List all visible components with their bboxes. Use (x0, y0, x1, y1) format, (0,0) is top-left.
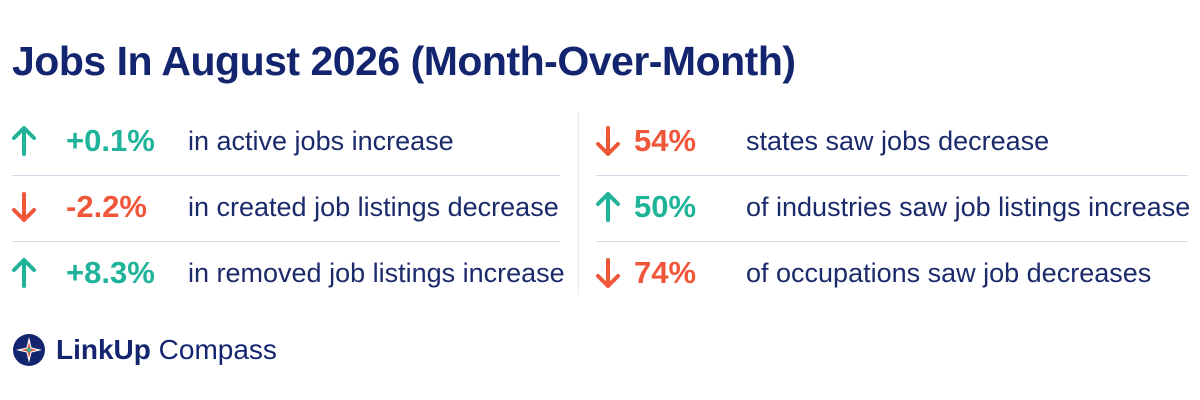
stat-row: -2.2% in created job listings decrease (12, 176, 560, 242)
stat-label: states saw jobs decrease (746, 126, 1050, 156)
stat-row: 74% of occupations saw job decreases (596, 242, 1188, 308)
brand-logo: LinkUp Compass (12, 330, 277, 370)
stat-row: 50% of industries saw job listings incre… (596, 176, 1191, 242)
column-divider (578, 112, 579, 294)
stat-value: 54% (634, 123, 697, 158)
right-stats-column: 54% states saw jobs decrease 50% of indu… (596, 110, 1191, 308)
arrow-up-icon (12, 258, 36, 288)
stat-row: +0.1% in active jobs increase (12, 110, 560, 176)
page-title: Jobs In August 2026 (Month-Over-Month) (12, 38, 796, 84)
stat-label: in created job listings decrease (188, 192, 559, 222)
arrow-down-icon (596, 258, 620, 288)
compass-icon (12, 333, 46, 367)
left-stats-column: +0.1% in active jobs increase -2.2% in c… (12, 110, 565, 308)
stat-value: +0.1% (66, 123, 155, 158)
stat-label: of occupations saw job decreases (746, 258, 1152, 288)
arrow-up-icon (12, 126, 36, 156)
stat-value: +8.3% (66, 255, 155, 290)
arrow-down-icon (596, 126, 620, 156)
arrow-up-icon (596, 192, 620, 222)
arrow-down-icon (12, 192, 36, 222)
brand-name-light: Compass (150, 334, 277, 365)
brand-name: LinkUp Compass (56, 334, 277, 366)
brand-name-bold: LinkUp (56, 334, 151, 365)
stat-row: +8.3% in removed job listings increase (12, 242, 565, 308)
stat-label: in active jobs increase (188, 126, 454, 156)
stat-value: 74% (634, 255, 697, 290)
stat-value: -2.2% (66, 189, 147, 224)
stat-label: of industries saw job listings increase (746, 192, 1191, 222)
stat-value: 50% (634, 189, 697, 224)
stat-label: in removed job listings increase (188, 258, 565, 288)
stat-row: 54% states saw jobs decrease (596, 110, 1188, 176)
